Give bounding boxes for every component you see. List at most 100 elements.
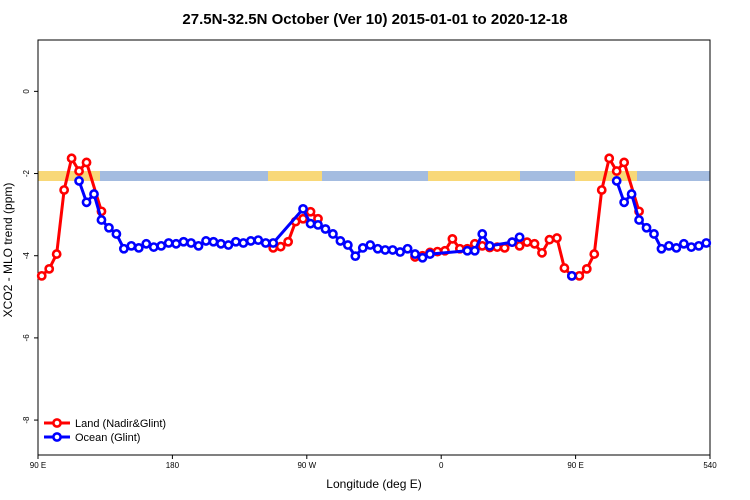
data-point <box>126 240 137 251</box>
legend: Land (Nadir&Glint) Ocean (Glint) <box>44 418 166 444</box>
land-strip <box>268 171 322 181</box>
data-point <box>544 234 555 245</box>
data-point <box>686 242 697 252</box>
land-strip <box>428 171 520 181</box>
data-point <box>499 243 510 253</box>
data-point <box>313 220 323 230</box>
data-point <box>81 157 92 168</box>
data-point <box>133 243 144 253</box>
data-point <box>380 245 391 255</box>
data-point <box>596 185 607 195</box>
data-point <box>238 238 249 248</box>
x-tick-label: 90 E <box>30 461 46 470</box>
data-point <box>156 240 167 251</box>
y-tick-label: -2 <box>22 169 31 177</box>
data-point <box>462 245 473 256</box>
data-point <box>678 238 689 249</box>
data-point <box>305 218 316 229</box>
chart-title: 27.5N-32.5N October (Ver 10) 2015-01-01 … <box>182 11 567 28</box>
data-point <box>111 229 122 239</box>
data-point <box>626 189 637 199</box>
data-point <box>425 249 435 259</box>
data-point <box>566 270 577 281</box>
data-point <box>552 233 562 243</box>
y-tick-label: -8 <box>22 416 31 424</box>
data-point <box>59 185 70 195</box>
y-tick-label: -6 <box>22 334 31 342</box>
data-point <box>201 236 211 246</box>
x-tick-label: 90 E <box>567 461 583 470</box>
data-point <box>163 238 174 248</box>
data-point <box>245 236 256 246</box>
data-point <box>507 237 518 248</box>
data-point <box>469 245 480 256</box>
data-point <box>230 236 241 247</box>
data-point <box>514 240 525 251</box>
y-axis-label: XCO2 - MLO trend (ppm) <box>1 183 15 318</box>
data-point <box>402 243 413 254</box>
x-tick-label: 0 <box>439 461 444 470</box>
data-point <box>641 222 652 233</box>
data-point <box>581 263 592 274</box>
data-point <box>671 243 682 253</box>
data-point <box>44 263 55 274</box>
data-point <box>574 270 585 281</box>
data-point <box>305 206 316 217</box>
data-point <box>611 176 622 186</box>
data-point <box>357 243 368 253</box>
x-tick-label: 540 <box>703 461 717 470</box>
data-point <box>410 249 420 259</box>
data-point <box>89 189 99 199</box>
data-point <box>104 222 114 233</box>
plot-frame <box>37 39 711 456</box>
data-point <box>51 249 62 259</box>
data-point <box>81 197 92 208</box>
data-point <box>36 270 47 281</box>
data-point <box>350 251 361 262</box>
data-point <box>298 203 308 214</box>
data-point <box>649 229 659 239</box>
data-point <box>253 235 264 246</box>
x-tick-label: 90 W <box>297 461 316 470</box>
data-point <box>529 238 540 249</box>
data-point <box>208 236 219 247</box>
y-tick-label: 0 <box>22 89 31 94</box>
data-point <box>96 215 107 225</box>
data-point <box>619 197 630 208</box>
data-point <box>589 249 600 259</box>
legend-label: Land (Nadir&Glint) <box>75 418 166 430</box>
data-point <box>268 238 279 248</box>
data-point <box>171 238 182 249</box>
data-point <box>283 236 294 247</box>
data-point <box>477 229 488 239</box>
legend-label: Ocean (Glint) <box>75 432 140 444</box>
data-point <box>634 215 644 225</box>
data-point <box>522 237 532 248</box>
data-point <box>664 240 674 251</box>
data-point <box>701 238 712 248</box>
data-point <box>141 238 152 249</box>
data-point <box>611 166 622 176</box>
x-tick-label: 180 <box>166 461 180 470</box>
data-point <box>186 238 196 248</box>
data-point <box>74 166 84 176</box>
data-point <box>559 263 570 273</box>
map-strip <box>38 171 710 181</box>
data-point <box>320 224 331 234</box>
land-strip <box>38 171 100 181</box>
ocean-strip <box>38 171 710 181</box>
data-point <box>484 240 495 251</box>
data-point <box>537 247 547 258</box>
data-point <box>387 245 398 255</box>
legend-marker <box>52 418 62 428</box>
data-point <box>604 153 615 164</box>
data-point <box>178 236 189 247</box>
data-point <box>216 238 226 249</box>
data-point <box>395 247 406 257</box>
data-point <box>365 240 376 250</box>
data-point <box>619 157 630 168</box>
y-tick-label: -4 <box>22 252 31 260</box>
data-point <box>328 229 338 239</box>
data-point <box>275 241 286 252</box>
